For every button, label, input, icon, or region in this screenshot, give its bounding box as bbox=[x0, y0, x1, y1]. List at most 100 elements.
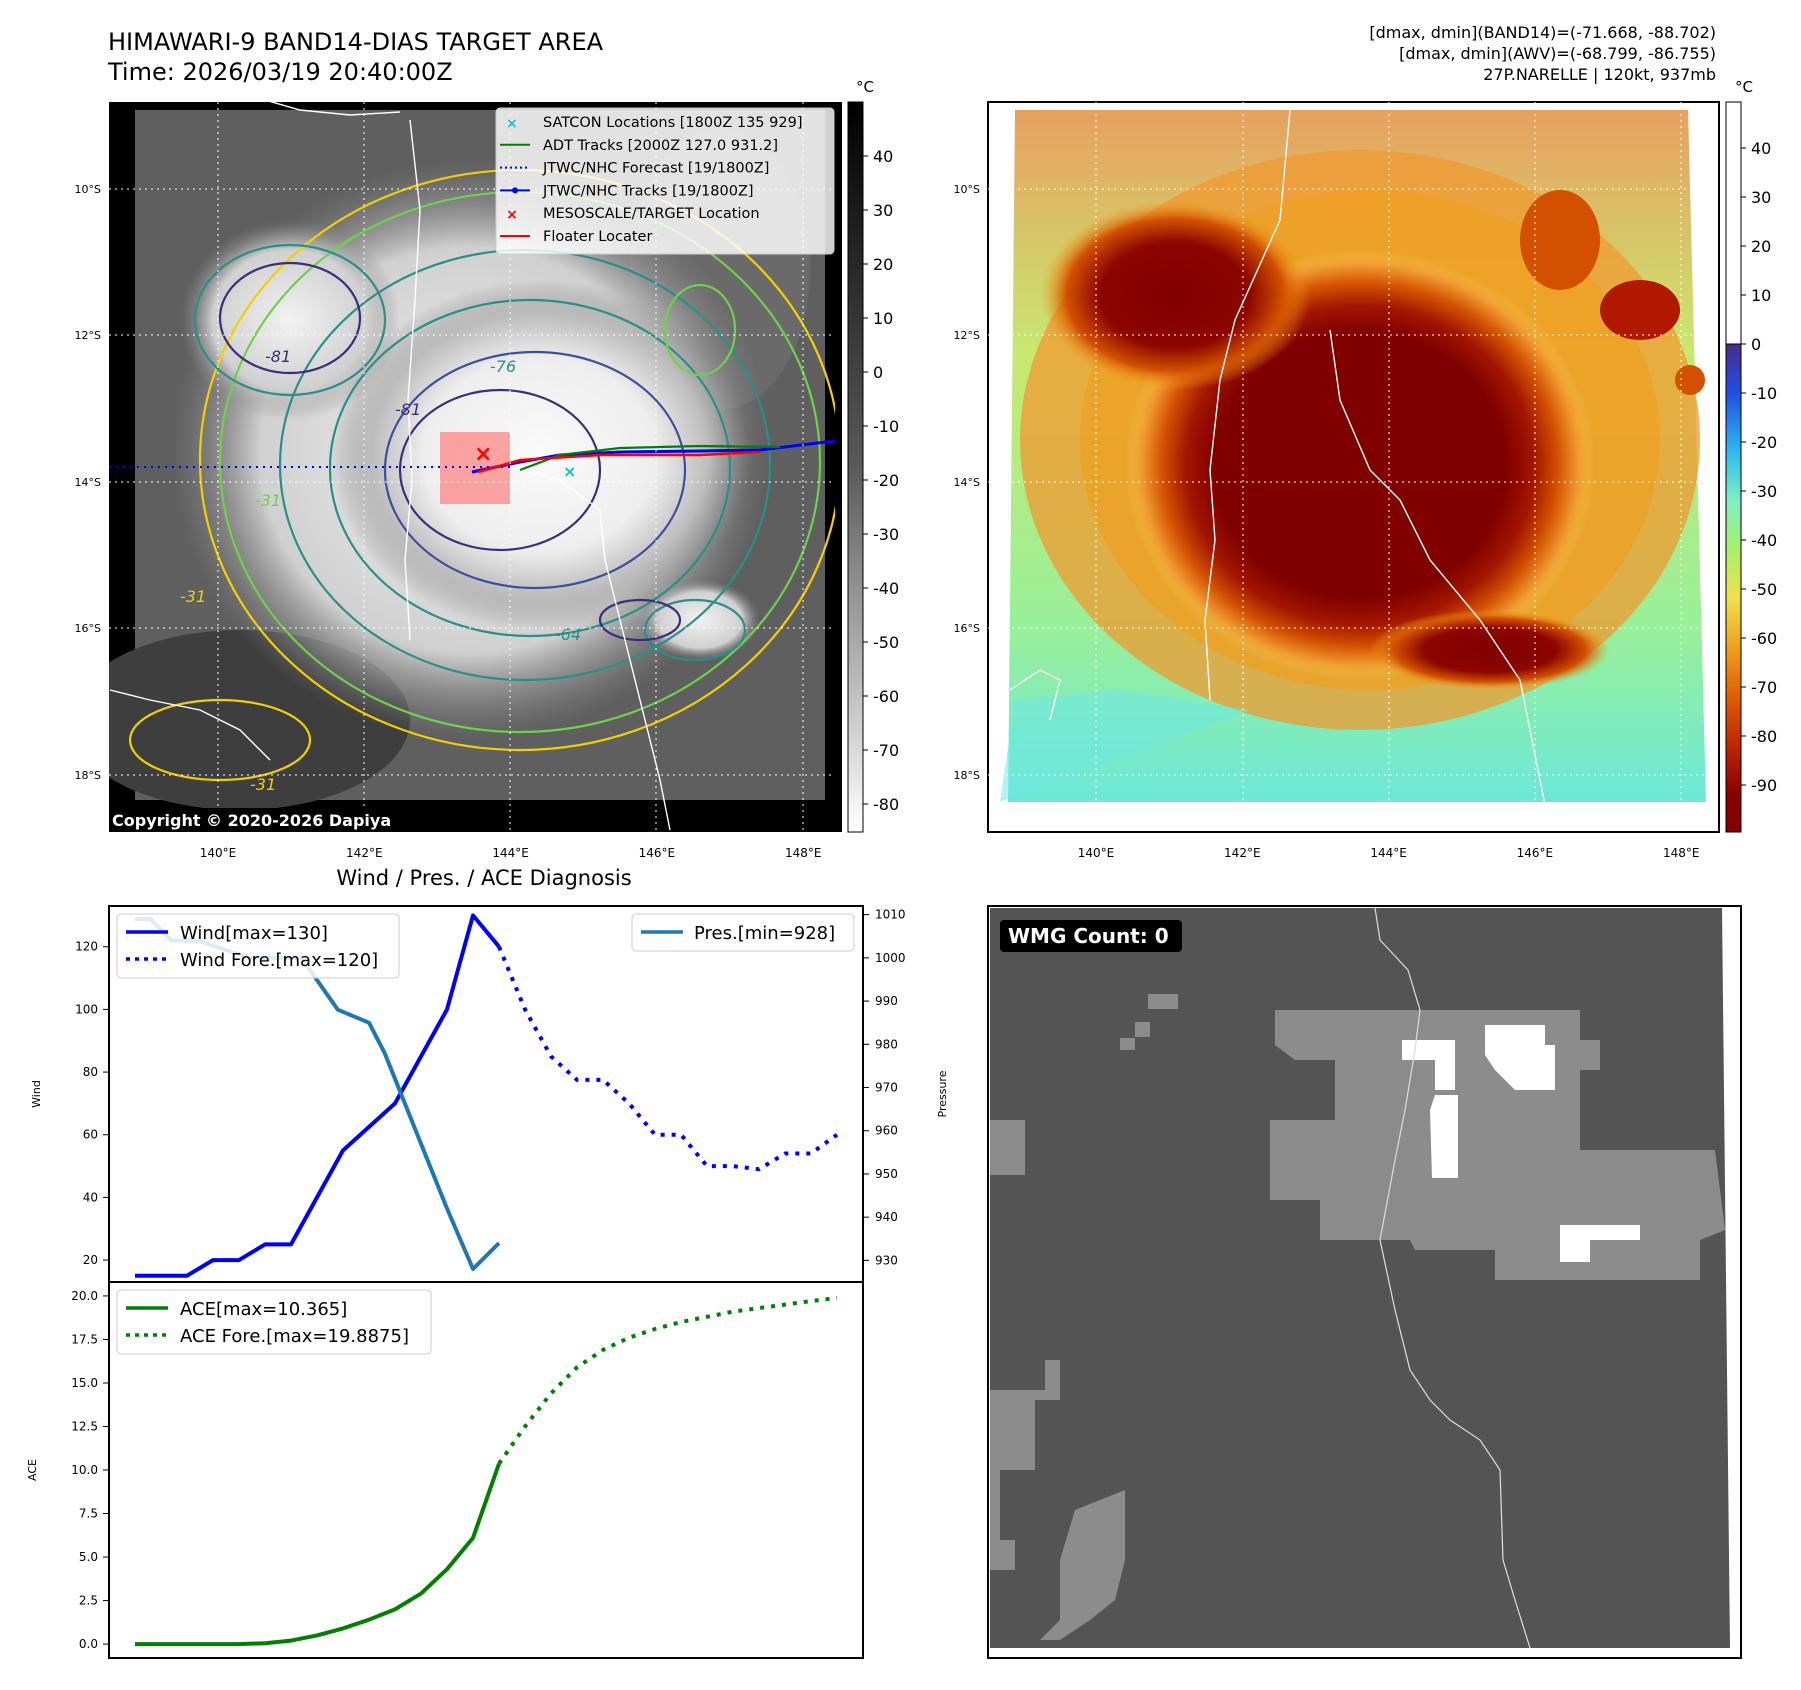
legend-label: JTWC/NHC Tracks [19/1800Z] bbox=[542, 183, 754, 199]
y2-tick-label: 940 bbox=[875, 1210, 898, 1224]
lon-tick-label: 140°E bbox=[200, 846, 237, 860]
lat-tick-label: 12°S bbox=[954, 329, 980, 342]
lat-tick-label: 16°S bbox=[954, 622, 980, 635]
colorbar-tick-label: 20 bbox=[873, 255, 893, 274]
lat-tick-label: 10°S bbox=[954, 183, 980, 196]
y2-tick-label: 1010 bbox=[875, 908, 906, 922]
y2-tick-label: 970 bbox=[875, 1081, 898, 1095]
colorbar-tick-label: -80 bbox=[1751, 727, 1777, 746]
colorbar-tick-label: 30 bbox=[873, 201, 893, 220]
y-tick-label: 0.0 bbox=[79, 1637, 98, 1651]
legend-ace: ACE[max=10.365] bbox=[180, 1299, 347, 1320]
colorbar-tick-label: -60 bbox=[1751, 629, 1777, 648]
legend-entry: ADT Tracks [2000Z 127.0 931.2] bbox=[500, 138, 778, 154]
colorbar-tick-label: -70 bbox=[1751, 678, 1777, 697]
lat-tick-label: 10°S bbox=[75, 183, 101, 196]
y2-tick-label: 1000 bbox=[875, 951, 906, 965]
lat-tick-label: 16°S bbox=[75, 622, 101, 635]
stats-awv: [dmax, dmin](AWV)=(-68.799, -86.755) bbox=[1399, 44, 1716, 63]
lon-tick-label: 140°E bbox=[1078, 846, 1115, 860]
lon-tick-label: 142°E bbox=[346, 846, 383, 860]
y-tick-label: 120 bbox=[75, 940, 98, 954]
y2-tick-label: 930 bbox=[875, 1253, 898, 1267]
colorbar-tick-label: 0 bbox=[1751, 335, 1761, 354]
jtwc-track-line bbox=[471, 439, 835, 474]
y-tick-label: 40 bbox=[83, 1190, 98, 1204]
y-tick-label: 20.0 bbox=[71, 1289, 98, 1303]
stats-band14: [dmax, dmin](BAND14)=(-71.668, -88.702) bbox=[1369, 23, 1716, 42]
colorbar-tick-label: -70 bbox=[873, 741, 899, 760]
pressure-legend: Pres.[min=928] bbox=[631, 913, 855, 952]
y2-tick-label: 990 bbox=[875, 994, 898, 1008]
y2-tick-label: 950 bbox=[875, 1167, 898, 1181]
lat-tick-label: 12°S bbox=[75, 329, 101, 342]
colorbar-tick-label: 30 bbox=[1751, 188, 1771, 207]
lon-tick-label: 148°E bbox=[1663, 846, 1700, 860]
colorbar-tick-label: 10 bbox=[873, 309, 893, 328]
colorbar-tick-label: -60 bbox=[873, 687, 899, 706]
legend-entry: × SATCON Locations [1800Z 135 929] bbox=[506, 115, 802, 132]
y-tick-label: 100 bbox=[75, 1002, 98, 1016]
lon-tick-label: 146°E bbox=[1517, 846, 1554, 860]
y-tick-label: 2.5 bbox=[79, 1594, 98, 1608]
satcon-marker: × bbox=[563, 462, 576, 481]
awv-colorbar-unit: °C bbox=[1735, 78, 1753, 96]
wind-legend: Wind[max=130] Wind Fore.[max=120] bbox=[116, 913, 400, 979]
y-tick-label: 17.5 bbox=[71, 1332, 98, 1346]
colorbar-tick-label: 10 bbox=[1751, 286, 1771, 305]
floater-track-line bbox=[477, 450, 761, 474]
contour-label: -76 bbox=[490, 357, 516, 376]
legend-entry: × MESOSCALE/TARGET Location bbox=[506, 206, 759, 223]
awv-imagery bbox=[988, 102, 1712, 832]
colorbar-tick-label: -10 bbox=[1751, 384, 1777, 403]
colorbar-tick-label: 0 bbox=[873, 363, 883, 382]
lat-tick-label: 18°S bbox=[954, 769, 980, 782]
contour-label: -64 bbox=[555, 625, 581, 644]
legend-label: SATCON Locations [1800Z 135 929] bbox=[543, 115, 802, 131]
colorbar-tick-label: -30 bbox=[873, 525, 899, 544]
awv-panel: °C 40 30 20 10 0 -10 -20 -30 -40 -50 -60 -70 -80 -90 bbox=[987, 78, 1777, 833]
legend-wind-forecast: Wind Fore.[max=120] bbox=[180, 950, 378, 971]
colorbar-tick-label: -40 bbox=[873, 579, 899, 598]
ace-legend: ACE[max=10.365] ACE Fore.[max=19.8875] bbox=[116, 1289, 432, 1355]
pressure-axis-label: Pressure bbox=[936, 1070, 949, 1117]
colorbar-tick-label: -20 bbox=[873, 471, 899, 490]
target-marker: × bbox=[474, 442, 492, 467]
colorbar-tick-label: -80 bbox=[873, 795, 899, 814]
band14-legend: × SATCON Locations [1800Z 135 929] ADT Tra… bbox=[495, 107, 835, 255]
wmg-panel: WMG Count: 0 bbox=[987, 905, 1742, 1659]
lon-tick-label: 146°E bbox=[639, 846, 676, 860]
legend-label: ADT Tracks [2000Z 127.0 931.2] bbox=[543, 138, 778, 154]
contour-label: -31 bbox=[250, 775, 276, 794]
stats-storm: 27P.NARELLE | 120kt, 937mb bbox=[1483, 65, 1716, 84]
copyright-text: Copyright © 2020-2026 Dapiya bbox=[112, 811, 391, 830]
colorbar-tick-label: -40 bbox=[1751, 531, 1777, 550]
wind-axis-label: Wind bbox=[30, 1080, 43, 1108]
wind-pressure-chart: 20 40 60 80 100 120 930 940 950 960 970 980 990 1000 1… bbox=[30, 905, 949, 1283]
lat-tick-label: 14°S bbox=[954, 476, 980, 489]
y-tick-label: 10.0 bbox=[71, 1463, 98, 1477]
legend-marker-icon: × bbox=[506, 116, 518, 132]
adt-track-line bbox=[519, 444, 781, 472]
ace-chart: 0.0 2.5 5.0 7.5 10.0 12.5 15.0 17.5 20.0 ACE ACE… bbox=[26, 1281, 864, 1659]
lon-tick-label: 142°E bbox=[1224, 846, 1261, 860]
lat-tick-label: 14°S bbox=[75, 476, 101, 489]
colorbar-tick-label: -50 bbox=[873, 633, 899, 652]
legend-entry: JTWC/NHC Forecast [19/1800Z] bbox=[500, 161, 769, 177]
legend-label: MESOSCALE/TARGET Location bbox=[543, 206, 760, 222]
contour-label: -81 bbox=[265, 347, 291, 366]
colorbar-tick-label: 40 bbox=[873, 147, 893, 166]
legend-wind: Wind[max=130] bbox=[180, 923, 328, 944]
y-tick-label: 5.0 bbox=[79, 1550, 98, 1564]
colorbar-tick-label: 40 bbox=[1751, 139, 1771, 158]
colorbar-tick-label: 20 bbox=[1751, 237, 1771, 256]
colorbar-tick-label: -10 bbox=[873, 417, 899, 436]
wmg-count-badge: WMG Count: 0 bbox=[1008, 924, 1169, 948]
legend-label: Floater Locater bbox=[543, 229, 652, 245]
main-title: HIMAWARI-9 BAND14-DIAS TARGET AREA bbox=[108, 28, 604, 56]
contour-label: -81 bbox=[395, 400, 421, 419]
band14-panel: × × -81 -81 -76 -64 -31 bbox=[109, 78, 899, 833]
y-tick-label: 12.5 bbox=[71, 1419, 98, 1433]
colorbar-tick-label: -90 bbox=[1751, 776, 1777, 795]
